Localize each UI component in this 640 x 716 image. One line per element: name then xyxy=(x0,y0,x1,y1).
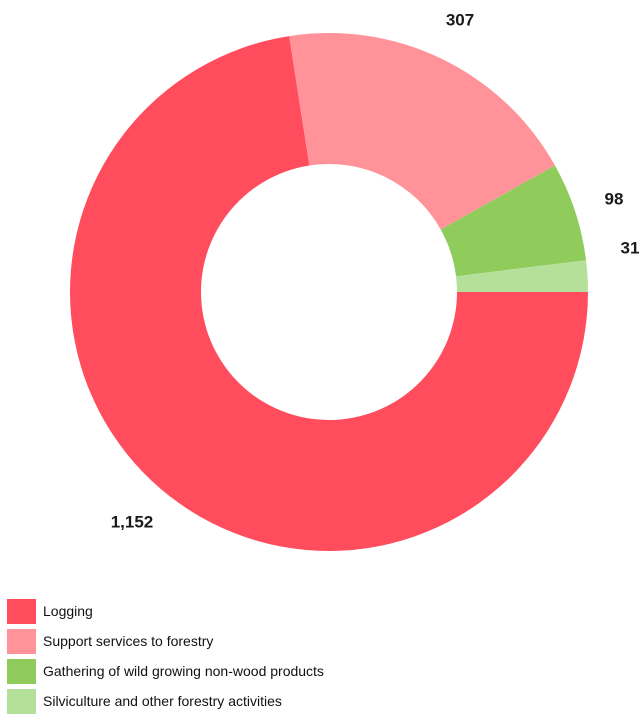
legend-label: Support services to forestry xyxy=(43,633,214,649)
legend-swatch xyxy=(7,628,36,654)
data-label-gathering-non-wood: 98 xyxy=(605,189,624,208)
legend: Logging Support services to forestry Gathe… xyxy=(7,596,627,716)
legend-label: Logging xyxy=(43,603,93,619)
slice-silviculture xyxy=(456,260,588,292)
legend-item-gathering-non-wood: Gathering of wild growing non-wood produ… xyxy=(7,656,627,686)
donut-slices xyxy=(69,33,588,551)
legend-item-logging: Logging xyxy=(7,596,627,626)
legend-swatch xyxy=(7,688,36,714)
slice-logging xyxy=(69,36,588,551)
legend-swatch xyxy=(7,658,36,684)
donut-chart: 1,152 307 98 31 xyxy=(69,10,640,551)
legend-label: Silviculture and other forestry activiti… xyxy=(43,693,282,709)
legend-label: Gathering of wild growing non-wood produ… xyxy=(43,663,324,679)
slice-gathering-non-wood xyxy=(440,165,587,277)
legend-item-support-services: Support services to forestry xyxy=(7,626,627,656)
slice-support-services xyxy=(289,33,555,230)
data-labels: 1,152 307 98 31 xyxy=(111,10,640,531)
legend-item-silviculture: Silviculture and other forestry activiti… xyxy=(7,686,627,716)
legend-swatch xyxy=(7,598,36,624)
data-label-support-services: 307 xyxy=(446,10,474,29)
data-label-logging: 1,152 xyxy=(111,512,154,531)
data-label-silviculture: 31 xyxy=(621,238,640,257)
